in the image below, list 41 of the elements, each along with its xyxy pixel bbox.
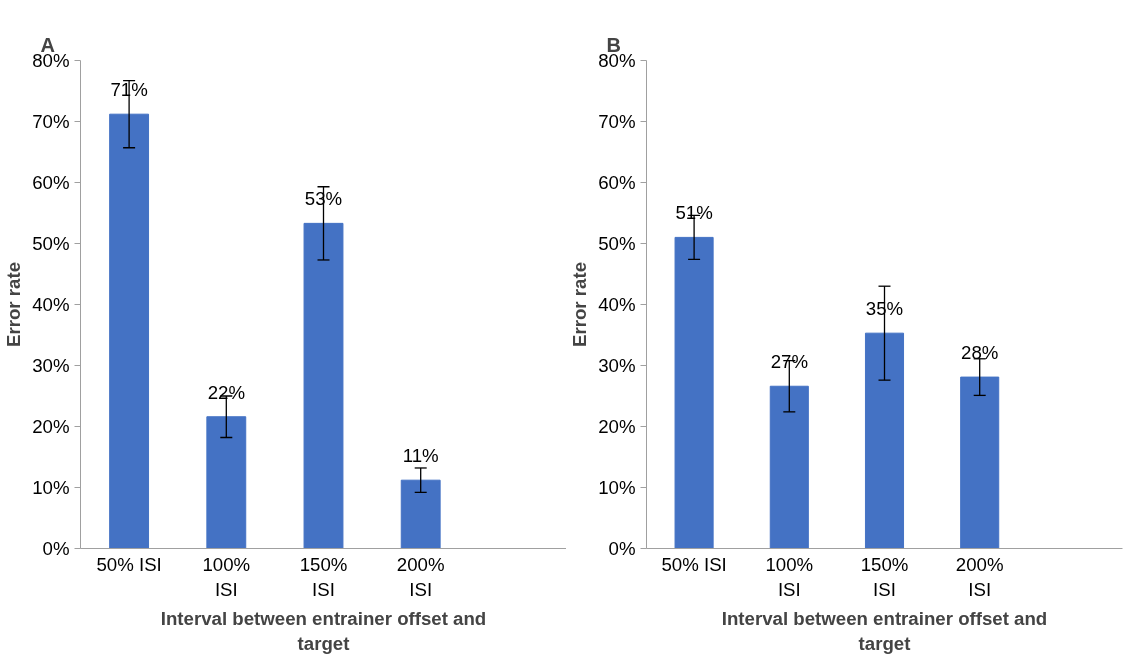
bar <box>674 236 714 549</box>
data-label: 11% <box>402 445 439 467</box>
bar <box>303 222 344 549</box>
x-tick-label: 200% ISI <box>396 553 445 600</box>
y-tick-label: 50% <box>598 233 636 254</box>
y-tick-label: 30% <box>598 355 636 376</box>
x-tick-label: 200% ISI <box>955 553 1004 600</box>
x-tick-label: 150% ISI <box>860 553 909 600</box>
x-tick-label: 100% ISI <box>765 553 814 600</box>
bar <box>109 113 150 549</box>
x-tick-label: 150% ISI <box>299 553 348 600</box>
y-tick-label: 60% <box>32 172 70 193</box>
data-label: 51% <box>675 202 713 224</box>
y-tick-label: 20% <box>598 416 636 437</box>
x-tick-label: 100% ISI <box>202 553 251 600</box>
bar <box>206 416 247 549</box>
y-tick-label: 70% <box>32 111 70 132</box>
x-tick-label: 50% ISI <box>661 553 727 575</box>
x-axis-title: Interval between entrainer offset and target <box>160 607 487 654</box>
y-tick-label: 20% <box>32 416 70 437</box>
y-axis-title: Error rate <box>569 261 591 348</box>
y-tick-label: 0% <box>608 538 636 559</box>
y-axis-title: Error rate <box>3 261 25 348</box>
x-tick-label: 50% ISI <box>96 553 162 575</box>
bar <box>400 479 441 549</box>
y-tick-label: 10% <box>598 477 636 498</box>
x-axis-title: Interval between entrainer offset and target <box>721 607 1048 654</box>
bar <box>769 385 809 549</box>
data-label: 27% <box>770 351 808 373</box>
data-label: 28% <box>961 342 999 364</box>
data-label: 22% <box>207 381 245 403</box>
bar <box>960 376 1000 549</box>
y-tick-label: 40% <box>598 294 636 315</box>
y-tick-label: 30% <box>32 355 70 376</box>
y-tick-label: 40% <box>32 294 70 315</box>
bar <box>864 332 905 549</box>
y-tick-label: 50% <box>32 233 70 254</box>
y-tick-label: 60% <box>598 172 636 193</box>
y-tick-label: 70% <box>598 111 636 132</box>
y-tick-label: 0% <box>42 538 70 559</box>
y-tick-label: 10% <box>32 477 70 498</box>
